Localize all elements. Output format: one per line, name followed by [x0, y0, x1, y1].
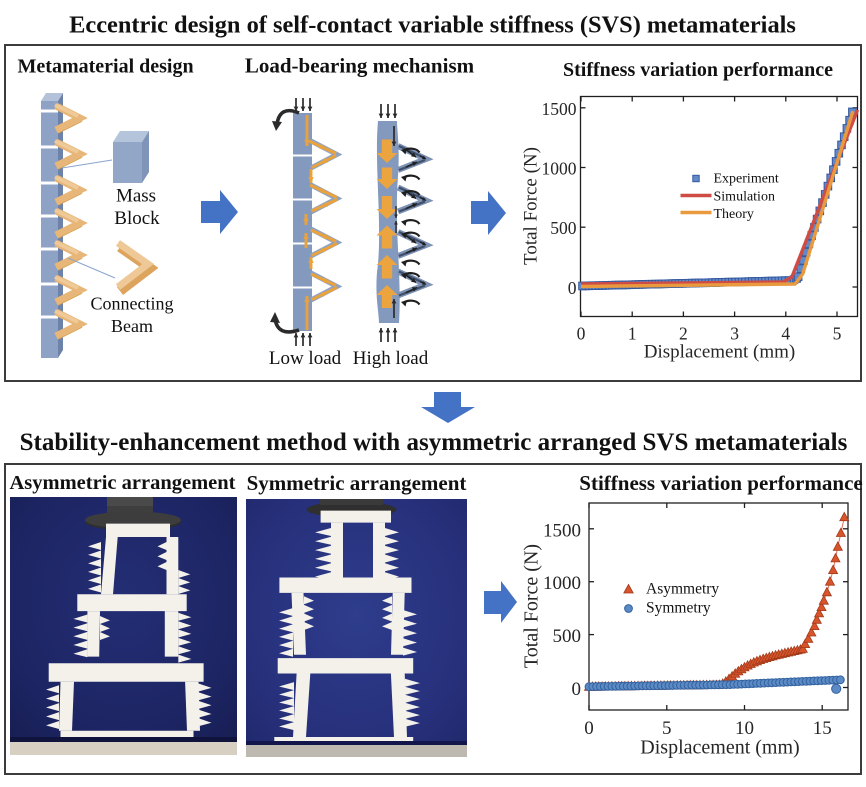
svg-text:1000: 1000	[543, 573, 581, 594]
svg-text:Connecting: Connecting	[91, 294, 174, 314]
svg-text:10: 10	[735, 718, 754, 739]
svg-text:Simulation: Simulation	[714, 189, 775, 204]
svg-text:Mass: Mass	[116, 186, 156, 207]
svg-text:15: 15	[813, 718, 832, 739]
svg-text:Displacement (mm): Displacement (mm)	[644, 342, 795, 363]
svg-text:Asymmetric arrangement: Asymmetric arrangement	[10, 472, 236, 494]
svg-text:1500: 1500	[542, 99, 577, 119]
svg-text:Symmetric arrangement: Symmetric arrangement	[247, 471, 467, 495]
svg-text:Total Force (N): Total Force (N)	[521, 544, 543, 668]
svg-text:5: 5	[833, 324, 842, 344]
svg-text:5: 5	[662, 718, 672, 739]
svg-text:Load-bearing mechanism: Load-bearing mechanism	[245, 54, 475, 78]
svg-text:Asymmetry: Asymmetry	[646, 581, 719, 598]
svg-text:Displacement (mm): Displacement (mm)	[640, 737, 799, 759]
svg-text:Theory: Theory	[714, 207, 754, 222]
svg-text:High load: High load	[353, 348, 429, 369]
svg-text:0: 0	[568, 278, 577, 298]
svg-text:Low load: Low load	[269, 348, 342, 369]
svg-text:Block: Block	[114, 208, 160, 229]
svg-text:Symmetry: Symmetry	[646, 600, 711, 617]
svg-text:Eccentric design of self-conta: Eccentric design of self-contact variabl…	[69, 12, 796, 39]
svg-text:Stiffness variation performanc: Stiffness variation performance	[579, 471, 862, 495]
svg-text:2: 2	[679, 324, 688, 344]
svg-text:0: 0	[572, 679, 582, 700]
svg-text:4: 4	[781, 324, 790, 344]
svg-text:Metamaterial design: Metamaterial design	[18, 56, 194, 78]
svg-text:1000: 1000	[542, 159, 577, 179]
svg-text:Stiffness variation performanc: Stiffness variation performance	[563, 59, 833, 81]
svg-text:Beam: Beam	[111, 316, 153, 336]
svg-text:500: 500	[553, 626, 582, 647]
svg-text:1: 1	[628, 324, 637, 344]
svg-text:0: 0	[577, 324, 586, 344]
svg-text:1500: 1500	[543, 520, 581, 541]
svg-text:500: 500	[550, 218, 577, 238]
svg-text:0: 0	[584, 718, 594, 739]
svg-text:Experiment: Experiment	[714, 171, 779, 186]
svg-text:Stability-enhancement method w: Stability-enhancement method with asymme…	[20, 429, 848, 456]
svg-text:Total Force (N): Total Force (N)	[521, 147, 542, 265]
svg-text:3: 3	[730, 324, 739, 344]
